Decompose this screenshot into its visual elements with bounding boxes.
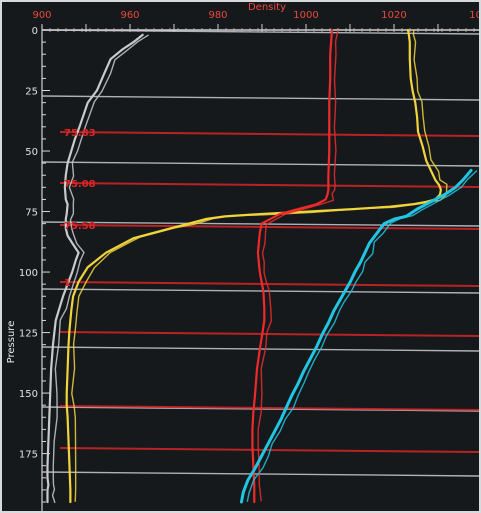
gridline-gray xyxy=(41,288,479,294)
red-reference-line xyxy=(59,281,479,287)
red-band-label: 75.08 xyxy=(64,179,96,190)
gridline-gray xyxy=(41,471,479,477)
red-reference-line xyxy=(59,182,479,188)
series-line-red xyxy=(251,28,334,504)
red-reference-line xyxy=(59,331,479,337)
y-tick-label: 100 xyxy=(19,268,38,279)
series-line-gray-duplicate xyxy=(51,34,149,504)
y-tick-label: 75 xyxy=(25,208,38,219)
red-reference-line xyxy=(59,405,479,411)
gridline-gray xyxy=(41,95,479,101)
x-tick-label: 1040 xyxy=(469,10,479,21)
series-line-yellow-duplicate xyxy=(71,30,448,502)
y-axis-title: Pressure xyxy=(6,321,17,364)
y-tick-label: 150 xyxy=(19,389,38,400)
red-reference-line xyxy=(59,131,479,137)
x-tick-label: 960 xyxy=(120,10,139,21)
y-tick-label: 0 xyxy=(32,26,38,37)
gridline-gray xyxy=(41,161,479,167)
y-tick-label: 50 xyxy=(25,147,38,158)
red-band-label: 1 xyxy=(64,278,71,289)
series-line-red-duplicate xyxy=(257,29,339,502)
x-tick-label: 1020 xyxy=(381,10,406,21)
x-axis-title: Density xyxy=(248,2,286,13)
x-tick-label: 980 xyxy=(208,10,227,21)
y-tick-label: 125 xyxy=(19,329,38,340)
red-band-label: 75.83 xyxy=(64,128,96,139)
series-line-yellow xyxy=(65,28,442,504)
x-tick-label: 900 xyxy=(32,10,51,21)
series-line-cyan-duplicate xyxy=(246,169,478,503)
y-tick-label: 175 xyxy=(19,450,38,461)
series-line-cyan xyxy=(239,168,473,504)
gridline-gray xyxy=(41,406,479,412)
series-line-gray xyxy=(46,33,144,504)
y-tick-label: 25 xyxy=(25,87,38,98)
red-band-label: 75.58 xyxy=(64,221,96,232)
red-reference-line xyxy=(59,447,479,453)
x-tick-label: 1000 xyxy=(293,10,318,21)
red-reference-line xyxy=(59,224,479,230)
